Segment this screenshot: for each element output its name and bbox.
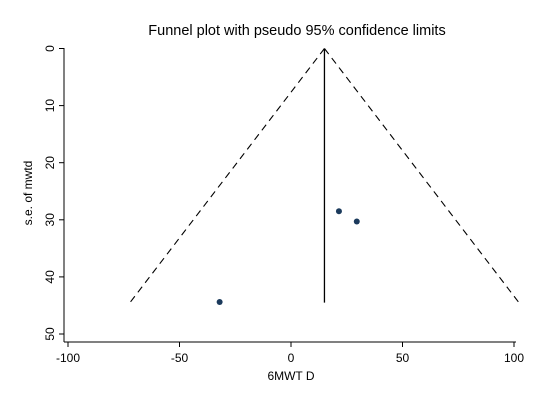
confidence-limit-line bbox=[129, 48, 325, 303]
x-tick-label: 50 bbox=[396, 351, 410, 365]
y-axis-label: s.e. of mwtd bbox=[21, 161, 35, 226]
y-tick-label: 0 bbox=[43, 45, 57, 52]
y-tick-label: 50 bbox=[43, 327, 57, 341]
confidence-limit-line bbox=[324, 48, 520, 303]
x-tick-label: 0 bbox=[288, 351, 295, 365]
x-axis-label: 6MWT D bbox=[267, 369, 314, 383]
data-point bbox=[353, 218, 360, 225]
y-ticks: 0 10 20 30 40 50 bbox=[43, 45, 64, 341]
confidence-limits bbox=[129, 48, 520, 303]
data-point bbox=[335, 208, 342, 215]
x-ticks: -100 -50 0 50 100 bbox=[56, 342, 524, 365]
y-tick-label: 10 bbox=[43, 99, 57, 113]
x-tick-label: 100 bbox=[504, 351, 524, 365]
y-tick-label: 40 bbox=[43, 270, 57, 284]
data-points bbox=[216, 208, 360, 306]
chart-title: Funnel plot with pseudo 95% confidence l… bbox=[148, 23, 445, 39]
x-tick-label: -50 bbox=[171, 351, 189, 365]
y-tick-label: 20 bbox=[43, 156, 57, 170]
data-point bbox=[216, 299, 223, 306]
x-tick-label: -100 bbox=[56, 351, 80, 365]
y-tick-label: 30 bbox=[43, 213, 57, 227]
